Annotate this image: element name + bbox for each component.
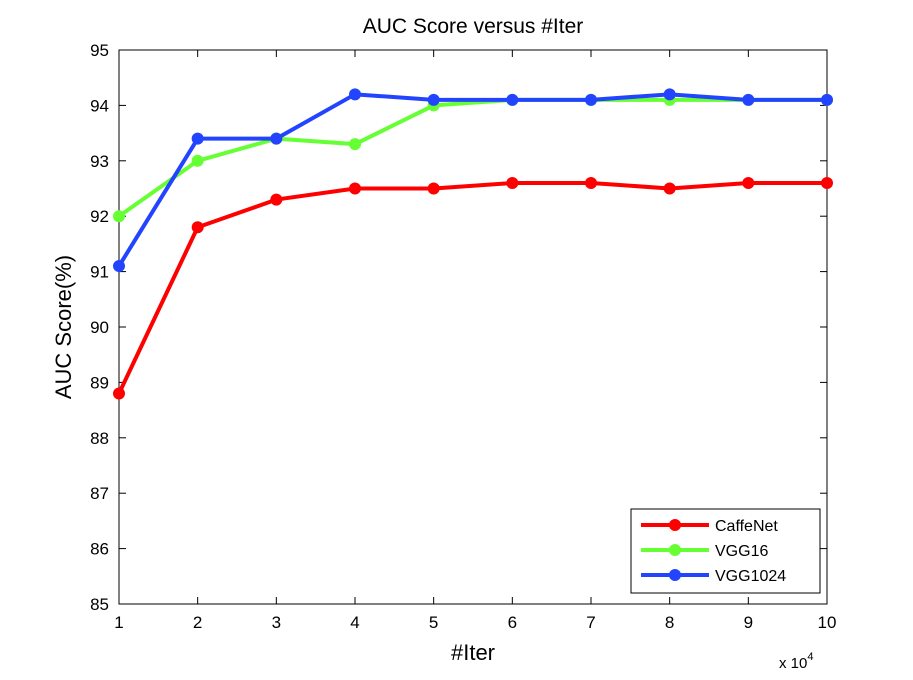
data-point-caffenet (113, 387, 125, 400)
legend-label: CaffeNet (715, 518, 778, 535)
data-point-caffenet (270, 193, 283, 206)
series-line-caffenet (117, 180, 827, 395)
chart-title: AUC Score versus #Iter (363, 15, 584, 38)
x-tick-label: 2 (193, 613, 202, 632)
data-point-vgg1024 (113, 260, 125, 273)
data-point-caffenet (585, 176, 597, 189)
y-tick-label: 90 (90, 318, 109, 337)
legend-items: CaffeNet VGG16 VGG1024 (641, 518, 786, 585)
data-point-caffenet (191, 221, 204, 234)
x-axis-ticks: 1 2 3 4 5 6 7 8 9 10 (114, 50, 836, 632)
x-tick-label: 5 (429, 613, 438, 632)
data-point-vgg1024 (663, 88, 676, 101)
data-point-caffenet (663, 182, 676, 195)
legend-swatch-marker (669, 544, 681, 556)
x-tick-label: 6 (508, 613, 517, 632)
series-layer (113, 88, 833, 400)
x-tick-label: 7 (586, 613, 595, 632)
x-axis-multiplier: x 104 (779, 651, 813, 672)
series-line-vgg16 (117, 97, 827, 218)
y-tick-label: 89 (90, 373, 109, 392)
data-point-vgg1024 (506, 93, 519, 106)
y-tick-label: 85 (90, 595, 109, 614)
y-tick-label: 86 (90, 540, 109, 559)
legend-item-vgg1024: VGG1024 (641, 568, 786, 585)
y-tick-label: 88 (90, 429, 109, 448)
data-point-vgg1024 (821, 93, 833, 106)
legend-label: VGG1024 (715, 568, 786, 585)
data-point-vgg1024 (427, 93, 440, 106)
data-point-vgg1024 (349, 88, 361, 101)
data-point-vgg1024 (191, 132, 204, 145)
legend-item-caffenet: CaffeNet (641, 518, 778, 535)
data-point-vgg1024 (270, 132, 283, 145)
data-point-vgg1024 (585, 93, 597, 106)
y-axis-label: AUC Score(%) (51, 255, 76, 399)
x-tick-label: 8 (665, 613, 674, 632)
series-line-vgg1024 (117, 92, 827, 268)
x-tick-label: 1 (114, 613, 123, 632)
series-caffenet (113, 176, 833, 400)
data-point-caffenet (742, 176, 755, 189)
legend-swatch-marker (669, 569, 681, 581)
data-point-vgg16 (113, 210, 125, 223)
data-point-vgg1024 (742, 93, 755, 106)
legend-label: VGG16 (715, 543, 768, 560)
data-point-caffenet (349, 182, 361, 195)
x-axis-label: #Iter (451, 640, 495, 665)
legend: CaffeNet VGG16 VGG1024 (630, 508, 821, 594)
x-axis-multiplier-exponent: 4 (807, 651, 813, 663)
x-tick-label: 3 (272, 613, 281, 632)
y-tick-label: 94 (90, 96, 109, 115)
data-point-caffenet (427, 182, 440, 195)
data-point-vgg16 (191, 154, 204, 167)
y-tick-label: 93 (90, 152, 109, 171)
x-tick-label: 9 (744, 613, 753, 632)
legend-item-vgg16: VGG16 (641, 543, 768, 560)
series-vgg1024 (113, 88, 833, 273)
data-point-vgg16 (349, 138, 361, 151)
x-tick-label: 4 (350, 613, 359, 632)
y-tick-label: 95 (90, 41, 109, 60)
x-tick-label: 10 (818, 613, 837, 632)
y-tick-label: 91 (90, 263, 109, 282)
data-point-caffenet (506, 176, 519, 189)
y-tick-label: 92 (90, 207, 109, 226)
y-tick-label: 87 (90, 484, 109, 503)
legend-swatch-marker (669, 519, 681, 531)
x-axis-multiplier-base: x 10 (779, 655, 807, 672)
data-point-caffenet (821, 176, 833, 189)
